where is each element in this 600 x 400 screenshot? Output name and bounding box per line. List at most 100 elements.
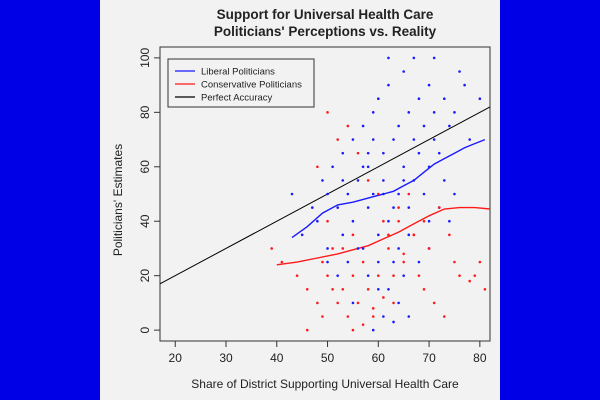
conservative-point: [437, 206, 441, 209]
liberal-point: [377, 233, 380, 237]
liberal-point: [397, 192, 400, 196]
conservative-point: [382, 296, 385, 299]
y-tick-label: 60: [138, 160, 152, 174]
liberal-point: [311, 206, 314, 209]
conservative-point: [422, 287, 426, 291]
liberal-point: [356, 247, 360, 250]
conservative-point: [295, 274, 299, 277]
liberal-point: [422, 192, 426, 196]
chart-title: Support for Universal Health Care: [217, 7, 434, 22]
liberal-point: [402, 165, 405, 169]
liberal-point: [448, 124, 451, 128]
conservative-point: [351, 328, 355, 332]
liberal-point: [417, 97, 421, 101]
conservative-point: [326, 219, 329, 223]
x-tick-label: 20: [169, 351, 183, 365]
liberal-point: [346, 192, 350, 196]
liberal-point: [377, 260, 380, 264]
x-tick-label: 40: [270, 351, 284, 365]
y-tick-label: 100: [138, 48, 152, 68]
conservative-point: [377, 274, 380, 277]
x-tick-label: 30: [219, 351, 233, 365]
liberal-point: [387, 287, 390, 291]
liberal-point: [463, 83, 466, 87]
liberal-point: [397, 247, 400, 250]
liberal-point: [300, 233, 304, 237]
conservative-point: [387, 233, 390, 237]
conservative-point: [346, 124, 350, 128]
liberal-point: [432, 111, 436, 114]
conservative-point: [270, 247, 273, 250]
liberal-point: [397, 301, 400, 305]
liberal-point: [443, 179, 446, 182]
conservative-point: [341, 287, 345, 291]
liberal-point: [366, 151, 370, 155]
conservative-point: [468, 279, 471, 283]
liberal-point: [412, 138, 416, 141]
series-points: [270, 56, 487, 332]
conservative-point: [331, 287, 334, 291]
liberal-point: [366, 206, 370, 209]
conservative-point: [422, 219, 426, 223]
conservative-point: [453, 260, 456, 264]
liberal-point: [407, 206, 411, 209]
x-tick-label: 70: [422, 351, 436, 365]
liberal-point: [402, 179, 405, 182]
liberal-point: [387, 83, 390, 87]
liberal-point: [336, 206, 339, 209]
conservative-point: [473, 274, 477, 277]
x-tick-label: 80: [473, 351, 487, 365]
liberal-point: [412, 56, 416, 60]
liberal-point: [361, 247, 365, 250]
conservative-point: [407, 192, 411, 196]
liberal-point: [432, 138, 436, 141]
conservative-point: [326, 111, 329, 114]
y-tick-label: 0: [138, 326, 152, 333]
liberal-point: [351, 301, 355, 305]
liberal-point: [448, 219, 451, 223]
chart-subtitle: Politicians' Perceptions vs. Reality: [214, 24, 437, 39]
liberal-point: [478, 97, 482, 101]
liberal-point: [417, 151, 421, 155]
conservative-point: [371, 307, 375, 310]
conservative-point: [321, 260, 324, 264]
conservative-point: [361, 260, 365, 264]
liberal-point: [351, 219, 355, 223]
liberal-point: [316, 219, 319, 223]
liberal-point: [366, 165, 370, 169]
conservative-point: [336, 138, 339, 141]
conservative-point: [305, 328, 309, 332]
conservative-point: [351, 233, 355, 237]
liberal-point: [371, 138, 375, 141]
conservative-point: [427, 247, 431, 250]
legend: Liberal Politicians Conservative Politici…: [167, 58, 315, 108]
liberal-point: [336, 274, 339, 277]
conservative-point: [417, 274, 421, 277]
x-tick-label: 50: [321, 351, 335, 365]
liberal-point: [341, 179, 345, 182]
liberal-point: [326, 260, 329, 264]
conservative-point: [366, 179, 370, 182]
liberal-point: [371, 328, 375, 332]
liberal-point: [392, 320, 395, 324]
liberal-point: [387, 56, 390, 60]
conservative-point: [336, 301, 339, 305]
liberal-point: [377, 287, 380, 291]
liberal-point: [392, 138, 395, 141]
y-tick-label: 20: [138, 269, 152, 283]
liberal-point: [377, 97, 380, 101]
conservative-point: [483, 287, 487, 291]
plot-frame: [159, 46, 491, 342]
conservative-point: [321, 315, 324, 318]
conservative-point: [478, 260, 482, 264]
conservative-point: [316, 301, 319, 305]
conservative-point: [402, 260, 405, 264]
conservative-point: [443, 315, 446, 318]
liberal-point: [331, 165, 334, 169]
liberal-point: [290, 192, 294, 196]
liberal-point: [427, 83, 431, 87]
conservative-point: [326, 274, 329, 277]
conservative-point: [458, 274, 461, 277]
y-axis-label: Politicians' Estimates: [111, 144, 125, 256]
liberal-point: [402, 70, 405, 73]
